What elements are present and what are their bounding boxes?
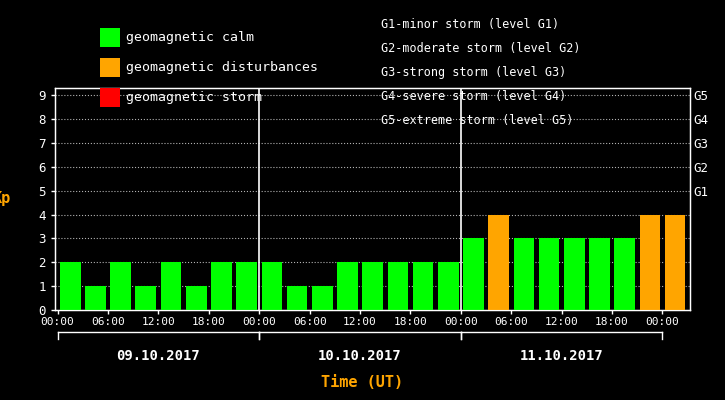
Text: geomagnetic calm: geomagnetic calm [126, 31, 254, 44]
Text: geomagnetic storm: geomagnetic storm [126, 91, 262, 104]
Text: G1-minor storm (level G1): G1-minor storm (level G1) [381, 18, 559, 31]
Text: 11.10.2017: 11.10.2017 [520, 349, 603, 363]
Bar [489, 214, 509, 310]
Bar [438, 262, 459, 310]
Bar [564, 238, 584, 310]
Bar [60, 262, 80, 310]
Bar [614, 238, 635, 310]
Text: G2-moderate storm (level G2): G2-moderate storm (level G2) [381, 42, 580, 55]
Bar [513, 238, 534, 310]
Text: Kp: Kp [0, 192, 10, 206]
Bar [362, 262, 383, 310]
Bar [463, 238, 484, 310]
Bar [110, 262, 131, 310]
Text: 10.10.2017: 10.10.2017 [318, 349, 402, 363]
Bar [388, 262, 408, 310]
Text: G3-strong storm (level G3): G3-strong storm (level G3) [381, 66, 566, 79]
Text: G4-severe storm (level G4): G4-severe storm (level G4) [381, 90, 566, 103]
Bar [286, 286, 307, 310]
Bar [136, 286, 156, 310]
Bar [413, 262, 434, 310]
Bar [161, 262, 181, 310]
Text: G5-extreme storm (level G5): G5-extreme storm (level G5) [381, 114, 573, 127]
Bar [262, 262, 282, 310]
Bar [312, 286, 333, 310]
Bar [589, 238, 610, 310]
Text: Time (UT): Time (UT) [321, 375, 404, 390]
Bar [236, 262, 257, 310]
Bar [639, 214, 660, 310]
Bar [337, 262, 357, 310]
Text: geomagnetic disturbances: geomagnetic disturbances [126, 61, 318, 74]
Bar [186, 286, 207, 310]
Bar [665, 214, 685, 310]
Text: 09.10.2017: 09.10.2017 [117, 349, 200, 363]
Bar [539, 238, 560, 310]
Bar [211, 262, 232, 310]
Bar [85, 286, 106, 310]
